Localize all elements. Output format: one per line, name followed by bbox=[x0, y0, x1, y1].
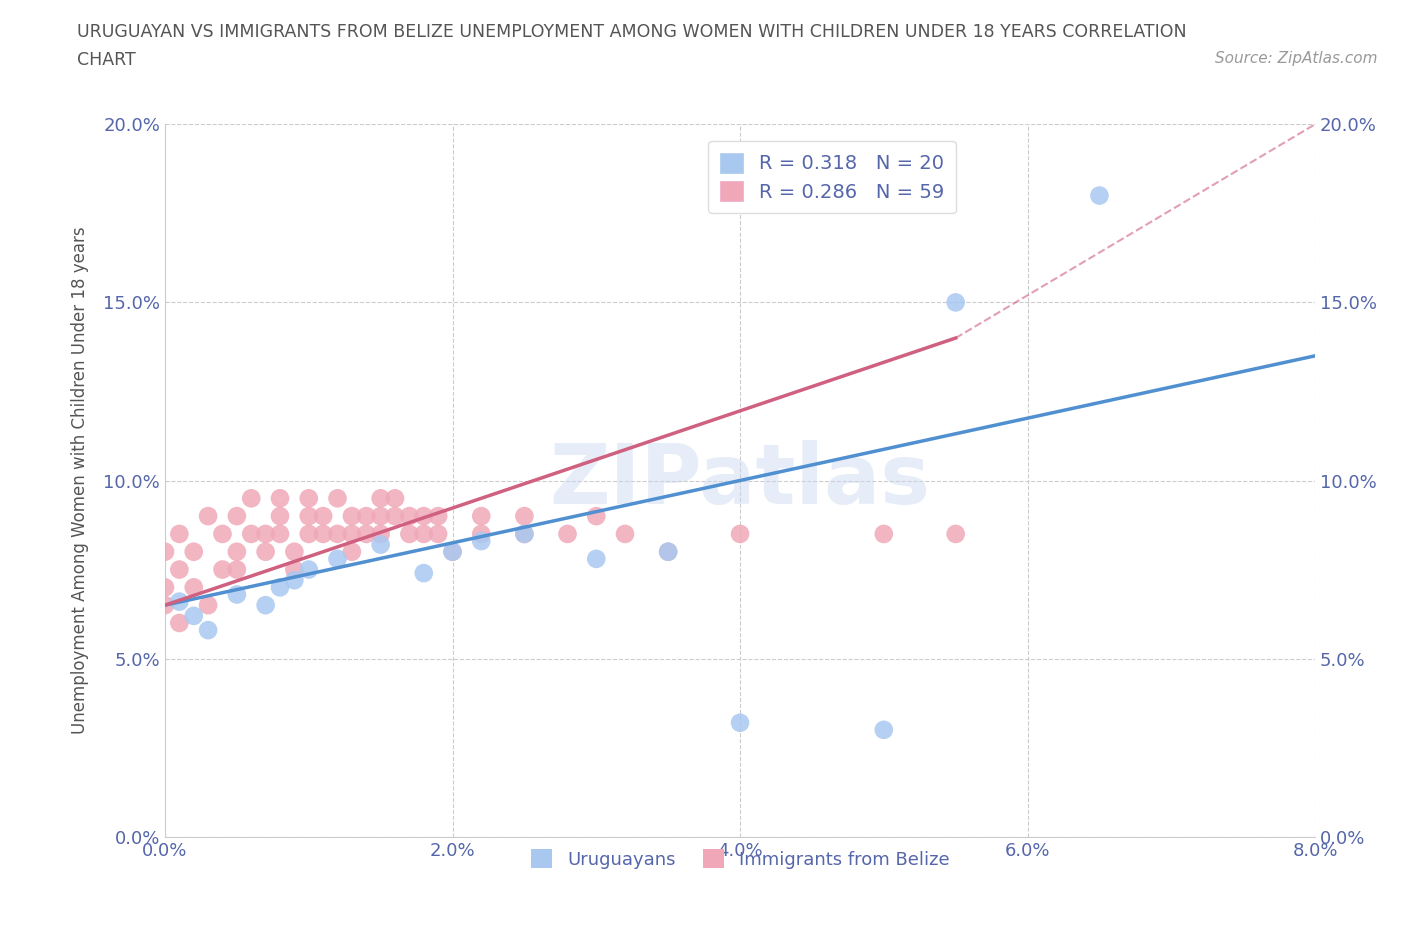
Point bbox=[614, 526, 637, 541]
Point bbox=[398, 509, 420, 524]
Point bbox=[269, 509, 291, 524]
Point bbox=[269, 491, 291, 506]
Point bbox=[384, 509, 406, 524]
Text: ZIPatlas: ZIPatlas bbox=[550, 440, 931, 521]
Point bbox=[153, 598, 176, 613]
Point bbox=[370, 491, 392, 506]
Point bbox=[585, 509, 607, 524]
Point bbox=[340, 526, 363, 541]
Point bbox=[470, 509, 492, 524]
Point bbox=[169, 562, 191, 577]
Point bbox=[153, 580, 176, 595]
Point bbox=[312, 509, 335, 524]
Point bbox=[183, 580, 205, 595]
Point bbox=[398, 526, 420, 541]
Point bbox=[557, 526, 579, 541]
Point bbox=[197, 509, 219, 524]
Point bbox=[269, 580, 291, 595]
Point bbox=[370, 509, 392, 524]
Point bbox=[657, 544, 679, 559]
Point bbox=[384, 491, 406, 506]
Point bbox=[412, 565, 434, 580]
Point bbox=[370, 526, 392, 541]
Point bbox=[728, 526, 751, 541]
Point bbox=[585, 551, 607, 566]
Point bbox=[326, 526, 349, 541]
Point bbox=[298, 491, 321, 506]
Point bbox=[169, 594, 191, 609]
Point bbox=[240, 491, 263, 506]
Point bbox=[211, 526, 233, 541]
Point bbox=[441, 544, 464, 559]
Point bbox=[269, 526, 291, 541]
Point bbox=[298, 509, 321, 524]
Point bbox=[183, 608, 205, 623]
Point bbox=[254, 598, 277, 613]
Point bbox=[513, 509, 536, 524]
Point bbox=[340, 544, 363, 559]
Point bbox=[873, 526, 896, 541]
Point bbox=[283, 573, 305, 588]
Legend: Uruguayans, Immigrants from Belize: Uruguayans, Immigrants from Belize bbox=[522, 840, 959, 878]
Text: URUGUAYAN VS IMMIGRANTS FROM BELIZE UNEMPLOYMENT AMONG WOMEN WITH CHILDREN UNDER: URUGUAYAN VS IMMIGRANTS FROM BELIZE UNEM… bbox=[77, 23, 1187, 41]
Point bbox=[873, 723, 896, 737]
Point bbox=[427, 526, 450, 541]
Point bbox=[283, 544, 305, 559]
Point bbox=[513, 526, 536, 541]
Point bbox=[370, 538, 392, 552]
Text: Source: ZipAtlas.com: Source: ZipAtlas.com bbox=[1215, 51, 1378, 66]
Point bbox=[169, 616, 191, 631]
Point bbox=[153, 544, 176, 559]
Point bbox=[183, 544, 205, 559]
Point bbox=[254, 526, 277, 541]
Point bbox=[283, 562, 305, 577]
Point bbox=[326, 551, 349, 566]
Y-axis label: Unemployment Among Women with Children Under 18 years: Unemployment Among Women with Children U… bbox=[72, 227, 89, 735]
Point bbox=[211, 562, 233, 577]
Point bbox=[197, 623, 219, 638]
Point bbox=[354, 509, 377, 524]
Point bbox=[169, 526, 191, 541]
Point bbox=[1088, 188, 1111, 203]
Point bbox=[254, 544, 277, 559]
Point bbox=[945, 295, 967, 310]
Point bbox=[728, 715, 751, 730]
Point bbox=[298, 526, 321, 541]
Point bbox=[427, 509, 450, 524]
Point bbox=[513, 526, 536, 541]
Point bbox=[945, 526, 967, 541]
Point bbox=[225, 562, 247, 577]
Point bbox=[240, 526, 263, 541]
Point bbox=[326, 491, 349, 506]
Point bbox=[412, 526, 434, 541]
Point bbox=[412, 509, 434, 524]
Point bbox=[225, 544, 247, 559]
Text: CHART: CHART bbox=[77, 51, 136, 69]
Point bbox=[298, 562, 321, 577]
Point bbox=[657, 544, 679, 559]
Point bbox=[340, 509, 363, 524]
Point bbox=[441, 544, 464, 559]
Point bbox=[354, 526, 377, 541]
Point bbox=[197, 598, 219, 613]
Point bbox=[225, 587, 247, 602]
Point bbox=[470, 534, 492, 549]
Point bbox=[470, 526, 492, 541]
Point bbox=[312, 526, 335, 541]
Point bbox=[225, 509, 247, 524]
